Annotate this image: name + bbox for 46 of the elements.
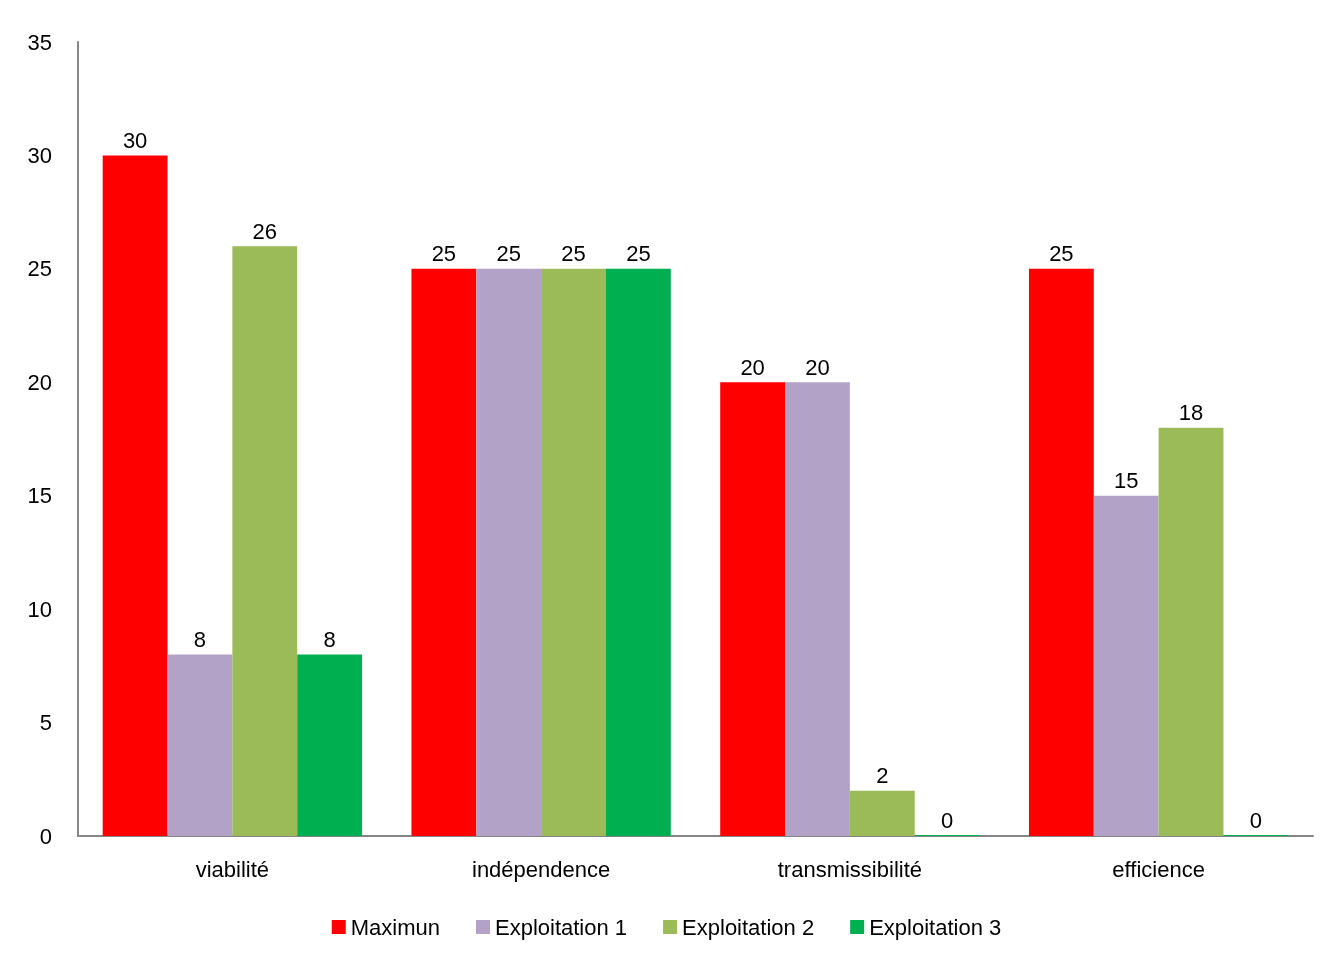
legend-label: Exploitation 1 [494,914,628,940]
y-tick-label: 35 [27,29,52,55]
y-tick-label: 10 [27,596,52,622]
data-label: 25 [496,241,521,267]
y-tick-label: 15 [27,483,52,509]
x-tick-label: viabilité [195,856,270,882]
data-label: 2 [876,763,889,789]
data-label: 30 [122,127,148,153]
y-tick-label: 5 [39,710,52,736]
data-label: 25 [626,241,651,267]
y-tick-label: 25 [27,256,52,282]
data-label: 25 [1049,241,1074,267]
y-tick-label: 0 [39,823,52,849]
x-tick-label: transmissibilité [777,856,923,882]
data-label: 8 [323,627,336,653]
y-tick-label: 30 [27,142,52,168]
bar [1028,268,1094,836]
bar [232,246,298,836]
legend-label: Maximun [350,914,440,940]
data-label: 8 [193,627,207,653]
data-label: 0 [941,807,954,833]
y-tick-label: 20 [27,369,52,395]
x-tick-label: indépendence [472,856,611,882]
bar [605,268,671,836]
data-label: 20 [740,354,765,380]
bar [411,268,477,836]
bar [167,654,233,836]
bar [476,268,542,836]
bar [1093,495,1159,836]
bar [1158,427,1224,836]
data-label: 25 [431,241,457,267]
bar [102,155,168,836]
bar [785,382,850,836]
bar [720,382,786,836]
data-label: 15 [1113,468,1139,494]
legend-label: Exploitation 3 [869,914,1002,940]
x-tick-label: efficience [1112,856,1205,882]
legend-label: Exploitation 2 [682,914,815,940]
bar [849,790,915,836]
data-label: 18 [1178,400,1204,426]
data-label: 0 [1249,807,1263,833]
bar [541,268,606,836]
data-label: 26 [252,218,278,244]
data-label: 20 [805,354,830,380]
bar [297,654,363,836]
data-label: 25 [561,241,586,267]
